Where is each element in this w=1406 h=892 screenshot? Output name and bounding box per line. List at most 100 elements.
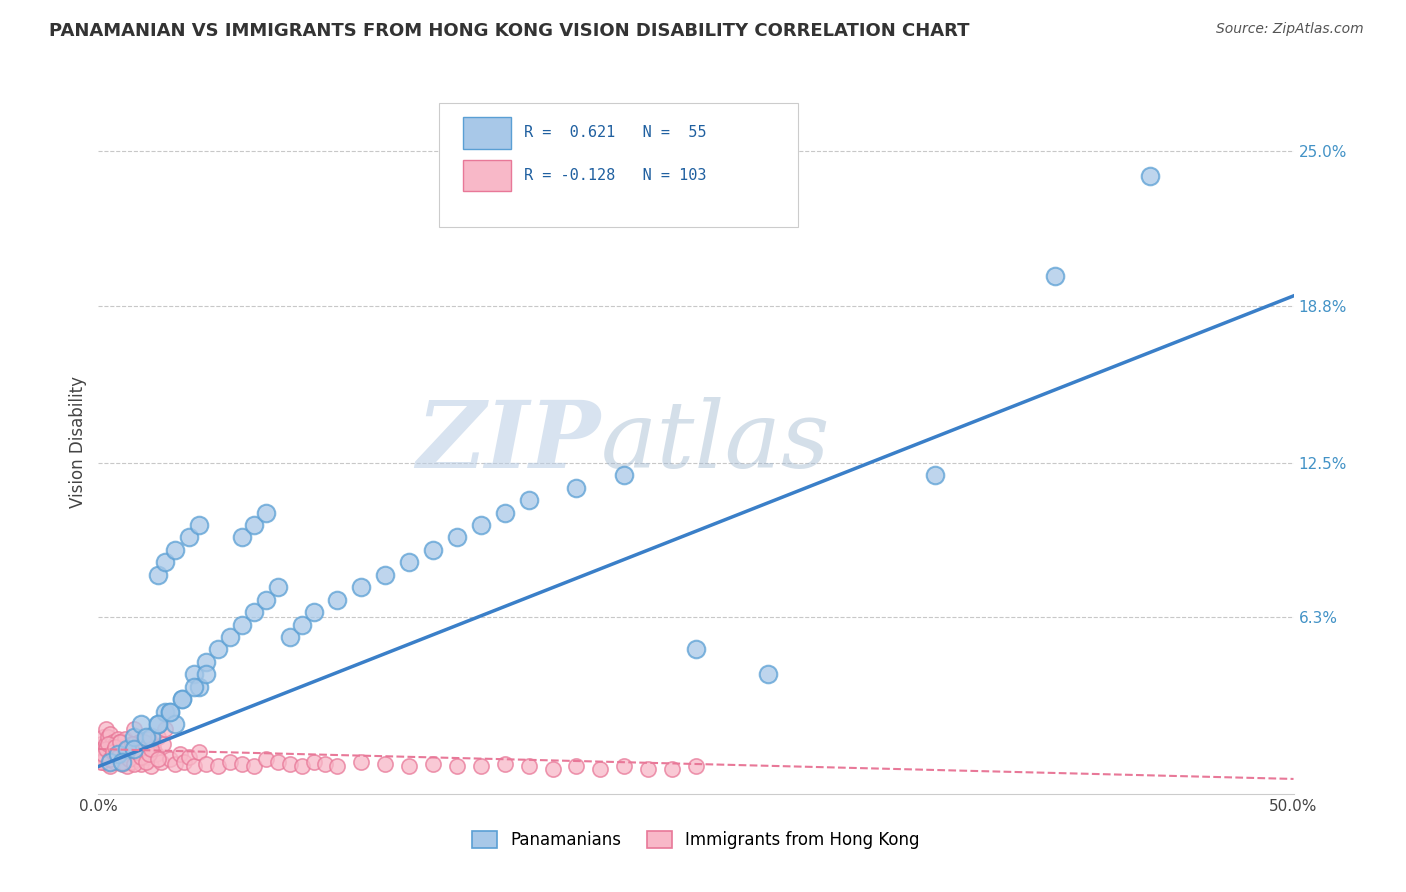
Point bbox=[124, 757, 146, 772]
Text: PANAMANIAN VS IMMIGRANTS FROM HONG KONG VISION DISABILITY CORRELATION CHART: PANAMANIAN VS IMMIGRANTS FROM HONG KONG … bbox=[49, 22, 970, 40]
Point bbox=[163, 717, 186, 731]
Point bbox=[315, 757, 337, 772]
Point bbox=[124, 742, 146, 756]
FancyBboxPatch shape bbox=[439, 103, 797, 227]
Point bbox=[159, 752, 181, 766]
Point bbox=[685, 759, 707, 773]
Point bbox=[131, 717, 153, 731]
Point bbox=[326, 759, 349, 773]
Point bbox=[159, 705, 181, 719]
Point bbox=[219, 630, 242, 644]
Point bbox=[111, 755, 134, 769]
Point bbox=[91, 747, 114, 761]
Point bbox=[517, 493, 540, 508]
Point bbox=[661, 762, 683, 776]
Point bbox=[541, 762, 564, 776]
Point bbox=[924, 468, 946, 483]
Point bbox=[163, 757, 186, 772]
Point bbox=[148, 717, 170, 731]
Point bbox=[107, 732, 129, 747]
Point bbox=[135, 749, 157, 764]
Point bbox=[494, 506, 516, 520]
Point bbox=[207, 642, 229, 657]
Point bbox=[139, 730, 162, 744]
Point bbox=[124, 737, 146, 751]
Point bbox=[219, 755, 242, 769]
Point bbox=[91, 755, 114, 769]
Point bbox=[98, 727, 122, 741]
Point bbox=[187, 518, 209, 533]
Point bbox=[163, 542, 186, 557]
Point bbox=[183, 667, 205, 681]
Point bbox=[173, 755, 195, 769]
Point bbox=[148, 752, 170, 766]
Point bbox=[470, 759, 492, 773]
Point bbox=[131, 749, 153, 764]
Point bbox=[155, 555, 177, 569]
Point bbox=[195, 667, 218, 681]
Point bbox=[145, 747, 167, 761]
Point bbox=[138, 732, 160, 747]
Point bbox=[132, 742, 155, 756]
Point bbox=[124, 722, 146, 736]
Point bbox=[118, 747, 141, 761]
Point bbox=[398, 555, 420, 569]
Point bbox=[613, 468, 636, 483]
Point bbox=[756, 667, 779, 681]
Text: atlas: atlas bbox=[600, 397, 830, 486]
Point bbox=[98, 755, 122, 769]
Point bbox=[589, 762, 612, 776]
Point bbox=[139, 742, 162, 756]
Point bbox=[637, 762, 659, 776]
Point bbox=[128, 739, 150, 754]
Point bbox=[446, 530, 468, 544]
Point bbox=[565, 481, 588, 495]
Legend: Panamanians, Immigrants from Hong Kong: Panamanians, Immigrants from Hong Kong bbox=[465, 824, 927, 856]
Point bbox=[115, 742, 138, 756]
Point bbox=[121, 755, 143, 769]
Point bbox=[107, 747, 129, 761]
Point bbox=[104, 739, 127, 754]
Point bbox=[114, 749, 136, 764]
Point bbox=[128, 734, 150, 748]
Point bbox=[152, 737, 174, 751]
Y-axis label: Vision Disability: Vision Disability bbox=[69, 376, 87, 508]
Point bbox=[254, 506, 277, 520]
Point bbox=[155, 705, 177, 719]
Point bbox=[97, 737, 120, 751]
Point bbox=[125, 752, 148, 766]
Point bbox=[231, 530, 253, 544]
Point bbox=[187, 745, 209, 759]
Point bbox=[108, 734, 131, 748]
Point bbox=[326, 592, 349, 607]
Point bbox=[94, 742, 117, 756]
Point bbox=[114, 747, 136, 761]
Point bbox=[94, 722, 117, 736]
Point bbox=[278, 630, 301, 644]
Point bbox=[302, 605, 325, 619]
Point bbox=[179, 530, 201, 544]
Point bbox=[101, 745, 124, 759]
Point bbox=[107, 747, 129, 761]
Point bbox=[90, 737, 112, 751]
Point bbox=[494, 757, 516, 772]
Point bbox=[101, 734, 124, 748]
Point bbox=[1043, 268, 1066, 283]
Point bbox=[195, 757, 218, 772]
Point bbox=[278, 757, 301, 772]
Point bbox=[148, 730, 170, 744]
Point bbox=[142, 739, 165, 754]
Point bbox=[97, 745, 120, 759]
Point bbox=[254, 592, 277, 607]
Point bbox=[115, 742, 138, 756]
Point bbox=[111, 739, 134, 754]
Point bbox=[350, 755, 373, 769]
Point bbox=[125, 745, 148, 759]
Point bbox=[291, 617, 314, 632]
Point bbox=[243, 759, 266, 773]
Point bbox=[98, 752, 122, 766]
Point bbox=[94, 752, 117, 766]
Point bbox=[207, 759, 229, 773]
Point bbox=[172, 692, 194, 706]
Point bbox=[149, 755, 172, 769]
